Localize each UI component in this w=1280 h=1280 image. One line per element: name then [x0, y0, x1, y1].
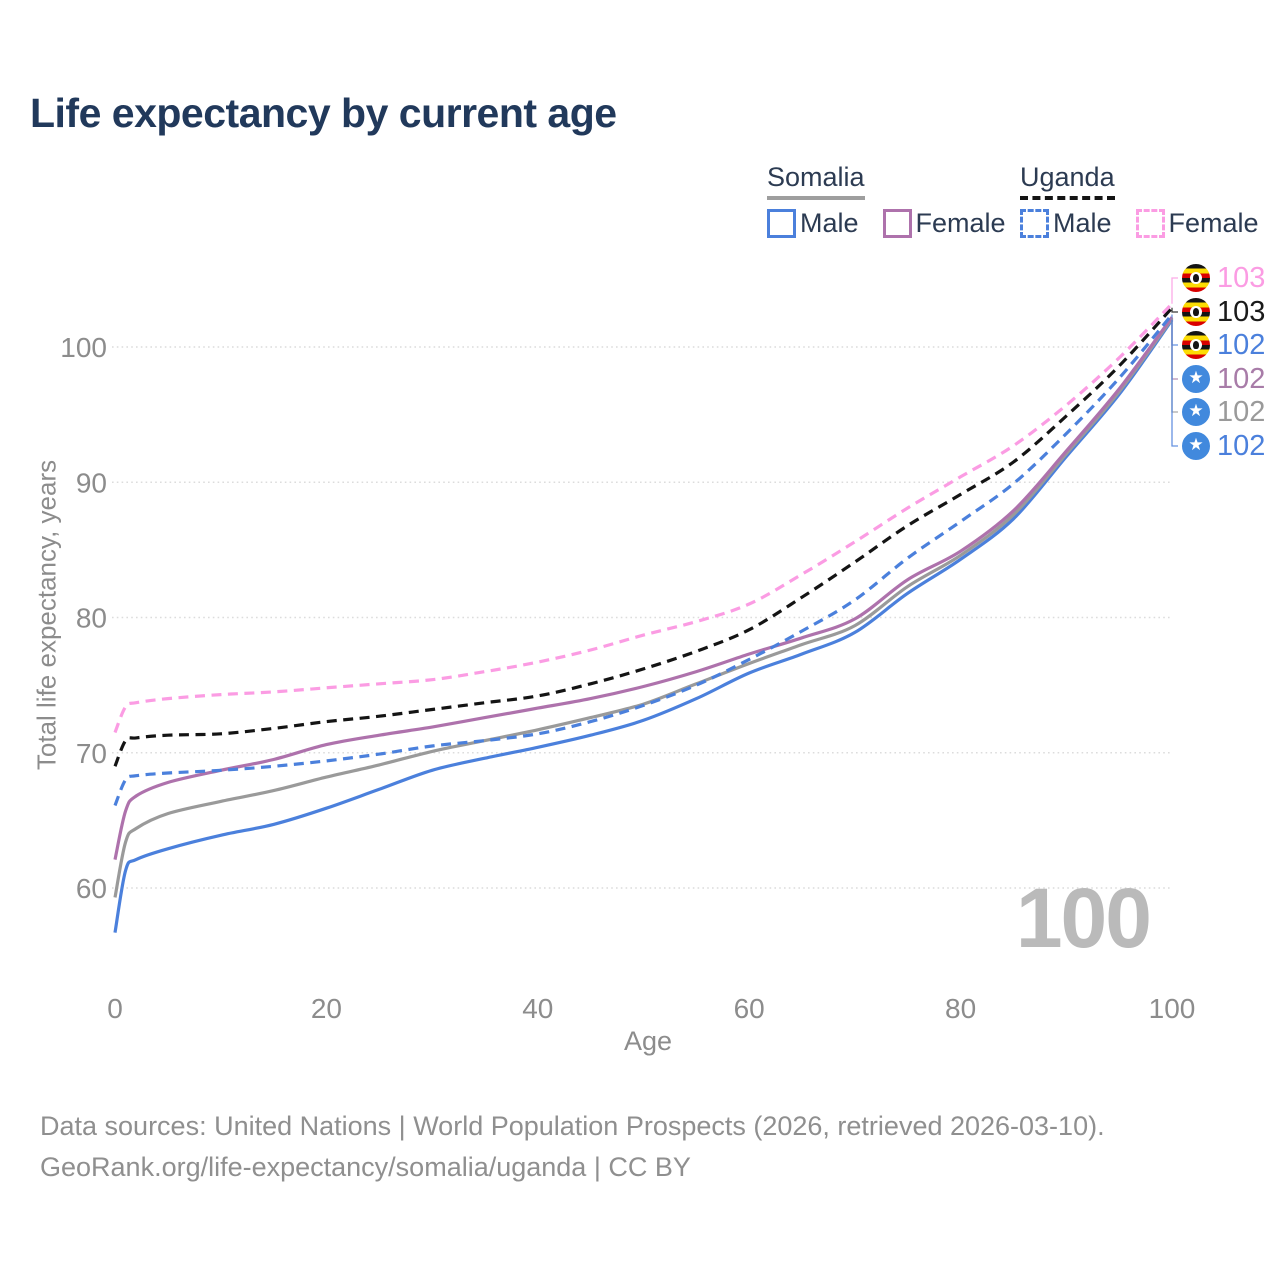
- x-tick-labels: 0 20 40 60 80 100: [107, 993, 1195, 1024]
- line-uganda-both-sexes[interactable]: [113, 306, 1174, 767]
- end-label-uganda-female: 103: [1180, 261, 1265, 295]
- legend-label: Female: [1168, 208, 1259, 238]
- x-tick-label: 60: [734, 993, 765, 1024]
- legend-label: Male: [800, 208, 859, 238]
- footer: Data sources: United Nations | World Pop…: [40, 1106, 1105, 1188]
- end-label-value: 102: [1217, 395, 1266, 428]
- y-tick-label: 80: [76, 603, 107, 634]
- age-counter-watermark: 100: [1015, 871, 1152, 965]
- y-tick-label: 70: [76, 738, 107, 769]
- somalia-flag-icon: [1180, 396, 1212, 428]
- uganda-flag-icon: [1180, 296, 1212, 328]
- x-tick-label: 20: [311, 993, 342, 1024]
- x-tick-label: 80: [945, 993, 976, 1024]
- end-label-value: 102: [1217, 362, 1266, 395]
- leader-line: [1171, 277, 1178, 304]
- end-label-value: 102: [1217, 429, 1266, 462]
- legend-item-somalia-male[interactable]: Male: [767, 208, 859, 239]
- gridlines: [112, 346, 1170, 889]
- end-label-somalia-female: 102: [1180, 362, 1265, 396]
- line-uganda-female[interactable]: [113, 302, 1174, 734]
- end-label-somalia-male: 102: [1180, 429, 1265, 463]
- leader-line: [1171, 317, 1178, 380]
- y-tick-label: 100: [60, 332, 107, 363]
- x-tick-label: 40: [522, 993, 553, 1024]
- x-axis-title: Age: [623, 1026, 673, 1056]
- page-title: Life expectancy by current age: [30, 90, 617, 136]
- y-tick-label: 60: [76, 873, 107, 904]
- end-label-uganda-both-sexes: 103: [1180, 295, 1265, 329]
- end-label-somalia-both-sexes: 102: [1180, 395, 1265, 429]
- end-label-uganda-male: 102: [1180, 328, 1265, 362]
- line-somalia-male[interactable]: [113, 318, 1174, 933]
- series-lines[interactable]: [113, 302, 1174, 933]
- leader-line: [1171, 319, 1178, 447]
- uganda-flag-icon: [1180, 329, 1212, 361]
- legend-items-uganda: Male Female: [1020, 208, 1259, 239]
- legend-title-uganda[interactable]: Uganda: [1020, 162, 1115, 200]
- line-somalia-both-sexes[interactable]: [113, 317, 1174, 898]
- somalia-flag-icon: [1180, 430, 1212, 462]
- leader-lines: [1171, 277, 1178, 447]
- line-uganda-male[interactable]: [113, 313, 1174, 807]
- legend-group-uganda: Uganda Male Female: [1020, 162, 1259, 239]
- leader-line: [1171, 307, 1178, 313]
- end-label-value: 103: [1217, 261, 1266, 294]
- y-tick-label: 90: [76, 467, 107, 498]
- legend-items-somalia: Male Female: [767, 208, 1006, 239]
- end-label-value: 102: [1217, 328, 1266, 361]
- legend-item-somalia-female[interactable]: Female: [882, 208, 1006, 239]
- uganda-female-swatch-icon: [1135, 209, 1165, 238]
- x-tick-label: 0: [107, 993, 123, 1024]
- somalia-female-swatch-icon: [882, 209, 912, 238]
- legend-title-somalia[interactable]: Somalia: [767, 162, 865, 200]
- somalia-flag-icon: [1180, 363, 1212, 395]
- y-tick-labels: 60 70 80 90 100: [60, 332, 107, 904]
- somalia-male-swatch-icon: [767, 209, 796, 238]
- legend-group-somalia: Somalia Male Female: [767, 162, 1006, 239]
- legend-item-uganda-female[interactable]: Female: [1135, 208, 1259, 239]
- x-tick-label: 100: [1149, 993, 1196, 1024]
- legend-label: Male: [1053, 208, 1112, 238]
- line-somalia-female[interactable]: [113, 316, 1174, 860]
- legend-item-uganda-male[interactable]: Male: [1020, 208, 1112, 239]
- footer-url-line: GeoRank.org/life-expectancy/somalia/ugan…: [40, 1152, 691, 1182]
- uganda-flag-icon: [1180, 262, 1212, 294]
- leader-line: [1171, 314, 1178, 346]
- leader-line: [1171, 318, 1178, 413]
- footer-sources-line: Data sources: United Nations | World Pop…: [40, 1111, 1105, 1141]
- uganda-male-swatch-icon: [1020, 209, 1049, 238]
- end-label-value: 103: [1217, 295, 1266, 328]
- legend-label: Female: [915, 208, 1006, 238]
